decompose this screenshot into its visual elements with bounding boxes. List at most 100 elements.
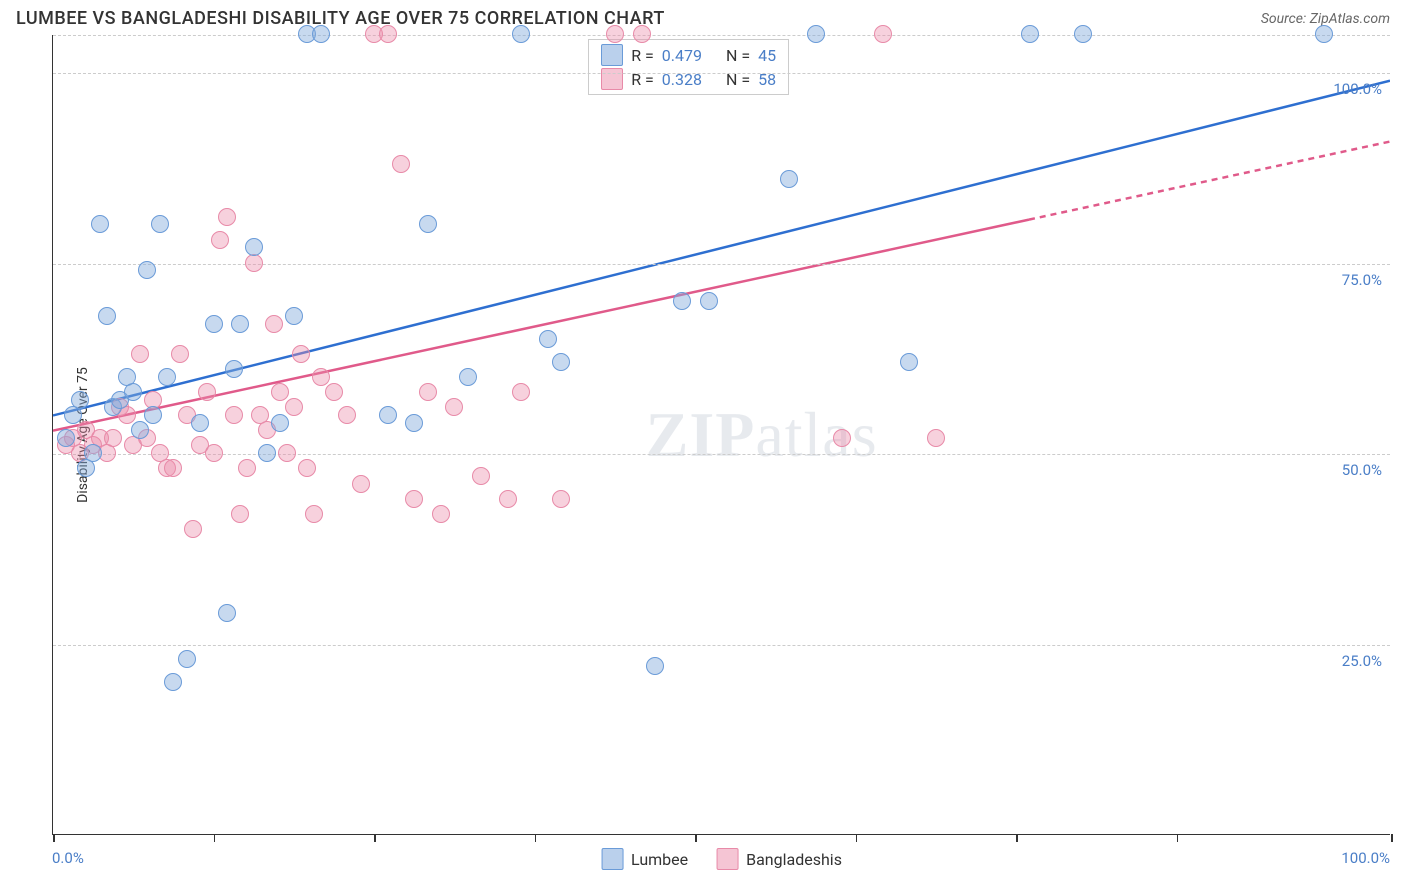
legend-r-label: R =	[631, 46, 654, 65]
scatter-point	[499, 490, 517, 508]
scatter-point	[419, 383, 437, 401]
x-axis-labels: 0.0% 100.0%	[52, 849, 1390, 873]
chart-source: Source: ZipAtlas.com	[1261, 11, 1390, 27]
scatter-point	[552, 490, 570, 508]
scatter-chart: Disability Age Over 75 ZIPatlas R =0.479…	[52, 35, 1390, 835]
watermark-bold: ZIP	[646, 399, 756, 470]
y-tick-label: 25.0%	[1342, 652, 1382, 670]
scatter-point	[1021, 25, 1039, 43]
scatter-point	[305, 505, 323, 523]
scatter-point	[325, 383, 343, 401]
x-tick	[53, 834, 55, 842]
scatter-point	[552, 353, 570, 371]
x-tick	[535, 834, 537, 842]
scatter-point	[292, 345, 310, 363]
scatter-point	[151, 215, 169, 233]
scatter-point	[833, 429, 851, 447]
scatter-point	[312, 25, 330, 43]
scatter-point	[184, 520, 202, 538]
x-tick	[856, 834, 858, 842]
scatter-point	[218, 208, 236, 226]
scatter-point	[807, 25, 825, 43]
scatter-point	[1315, 25, 1333, 43]
scatter-point	[71, 391, 89, 409]
scatter-point	[144, 406, 162, 424]
scatter-point	[379, 25, 397, 43]
scatter-point	[164, 459, 182, 477]
scatter-point	[432, 505, 450, 523]
scatter-point	[459, 368, 477, 386]
scatter-point	[104, 429, 122, 447]
scatter-point	[231, 315, 249, 333]
scatter-point	[405, 490, 423, 508]
legend-swatch	[601, 44, 623, 66]
scatter-point	[874, 25, 892, 43]
scatter-point	[271, 383, 289, 401]
scatter-point	[298, 459, 316, 477]
scatter-point	[98, 307, 116, 325]
scatter-point	[225, 406, 243, 424]
chart-header: LUMBEE VS BANGLADESHI DISABILITY AGE OVE…	[0, 0, 1406, 35]
scatter-point	[352, 475, 370, 493]
x-tick	[214, 834, 216, 842]
scatter-point	[285, 307, 303, 325]
scatter-point	[131, 421, 149, 439]
chart-title: LUMBEE VS BANGLADESHI DISABILITY AGE OVE…	[16, 8, 665, 29]
scatter-point	[900, 353, 918, 371]
x-tick	[1391, 834, 1393, 842]
scatter-point	[633, 25, 651, 43]
scatter-point	[205, 315, 223, 333]
scatter-point	[927, 429, 945, 447]
scatter-point	[211, 231, 229, 249]
gridline	[53, 73, 1390, 74]
y-tick-label: 75.0%	[1342, 271, 1382, 289]
scatter-point	[238, 459, 256, 477]
scatter-point	[245, 238, 263, 256]
scatter-point	[445, 398, 463, 416]
x-tick	[1016, 834, 1018, 842]
legend-n-value: 45	[758, 46, 776, 65]
scatter-point	[205, 444, 223, 462]
scatter-point	[225, 360, 243, 378]
scatter-point	[392, 155, 410, 173]
trend-lines	[53, 35, 1390, 834]
scatter-point	[164, 673, 182, 691]
scatter-point	[278, 444, 296, 462]
scatter-point	[285, 398, 303, 416]
scatter-point	[419, 215, 437, 233]
scatter-point	[312, 368, 330, 386]
legend-swatch	[601, 68, 623, 90]
scatter-point	[198, 383, 216, 401]
scatter-point	[539, 330, 557, 348]
scatter-point	[673, 292, 691, 310]
scatter-point	[700, 292, 718, 310]
x-tick-label: 0.0%	[52, 849, 84, 867]
gridline	[53, 645, 1390, 646]
scatter-point	[265, 315, 283, 333]
scatter-point	[124, 383, 142, 401]
scatter-point	[84, 444, 102, 462]
scatter-point	[91, 215, 109, 233]
scatter-point	[405, 414, 423, 432]
scatter-point	[606, 25, 624, 43]
watermark-light: atlas	[755, 399, 877, 470]
gridline	[53, 35, 1390, 36]
legend-r-value: 0.479	[662, 46, 702, 65]
scatter-point	[218, 604, 236, 622]
x-tick-label: 100.0%	[1341, 849, 1390, 867]
scatter-point	[258, 444, 276, 462]
x-tick	[374, 834, 376, 842]
scatter-point	[512, 25, 530, 43]
scatter-point	[379, 406, 397, 424]
scatter-point	[131, 345, 149, 363]
scatter-point	[646, 657, 664, 675]
x-tick	[1177, 834, 1179, 842]
scatter-point	[171, 345, 189, 363]
scatter-point	[57, 429, 75, 447]
y-tick-label: 50.0%	[1342, 461, 1382, 479]
scatter-point	[780, 170, 798, 188]
scatter-point	[512, 383, 530, 401]
scatter-point	[158, 368, 176, 386]
y-tick-label: 100.0%	[1333, 80, 1382, 98]
x-tick	[695, 834, 697, 842]
